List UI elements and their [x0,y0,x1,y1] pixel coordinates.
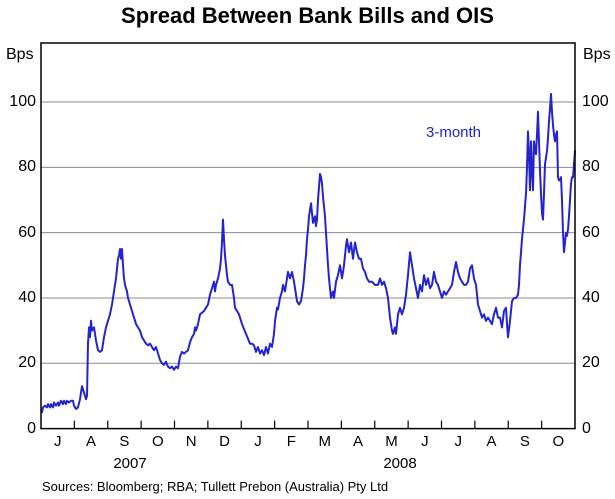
x-tick-label-month-12: J [454,433,462,450]
y-tick-label-right-60: 60 [582,223,600,241]
x-tick-label-month-6: J [254,433,262,450]
x-tick-label-month-9: A [353,433,364,450]
y-tick-label-right-80: 80 [582,158,600,176]
x-tick-label-month-10: M [385,433,398,450]
y-tick-label-right-100: 100 [582,93,609,111]
chart-title: Spread Between Bank Bills and OIS [121,3,494,28]
y-tick-label-left-80: 80 [18,158,36,176]
y-tick-label-left-20: 20 [18,354,36,372]
source-note: Sources: Bloomberg; RBA; Tullett Prebon … [42,479,389,494]
x-tick-label-month-15: O [552,433,565,450]
x-tick-label-month-3: O [151,433,164,450]
x-tick-label-month-11: J [421,433,429,450]
y-axis-unit-left: Bps [6,46,34,63]
x-year-label-2008: 2008 [383,455,417,472]
y-tick-label-right-20: 20 [582,354,600,372]
y-tick-label-right-40: 40 [582,288,600,306]
x-tick-label-month-4: N [185,433,197,450]
y-tick-label-right-0: 0 [582,419,591,437]
x-tick-label-month-13: A [486,433,497,450]
x-tick-label-month-2: S [119,433,130,450]
series-line-3-month [41,92,576,414]
y-tick-label-left-40: 40 [18,288,36,306]
x-tick-label-month-0: J [53,433,62,450]
x-tick-label-month-14: S [519,433,530,450]
y-tick-label-left-0: 0 [27,419,36,437]
y-tick-label-left-100: 100 [9,93,36,111]
x-tick-label-month-1: A [86,433,97,450]
y-axis-unit-right: Bps [583,46,611,63]
x-tick-label-month-8: M [318,433,331,450]
plot-border [40,42,576,430]
series-label-3-month: 3-month [426,124,482,141]
y-tick-label-left-60: 60 [18,223,36,241]
x-tick-label-month-7: F [286,433,296,450]
x-tick-label-month-5: D [219,433,230,450]
x-year-label-2007: 2007 [113,455,147,472]
